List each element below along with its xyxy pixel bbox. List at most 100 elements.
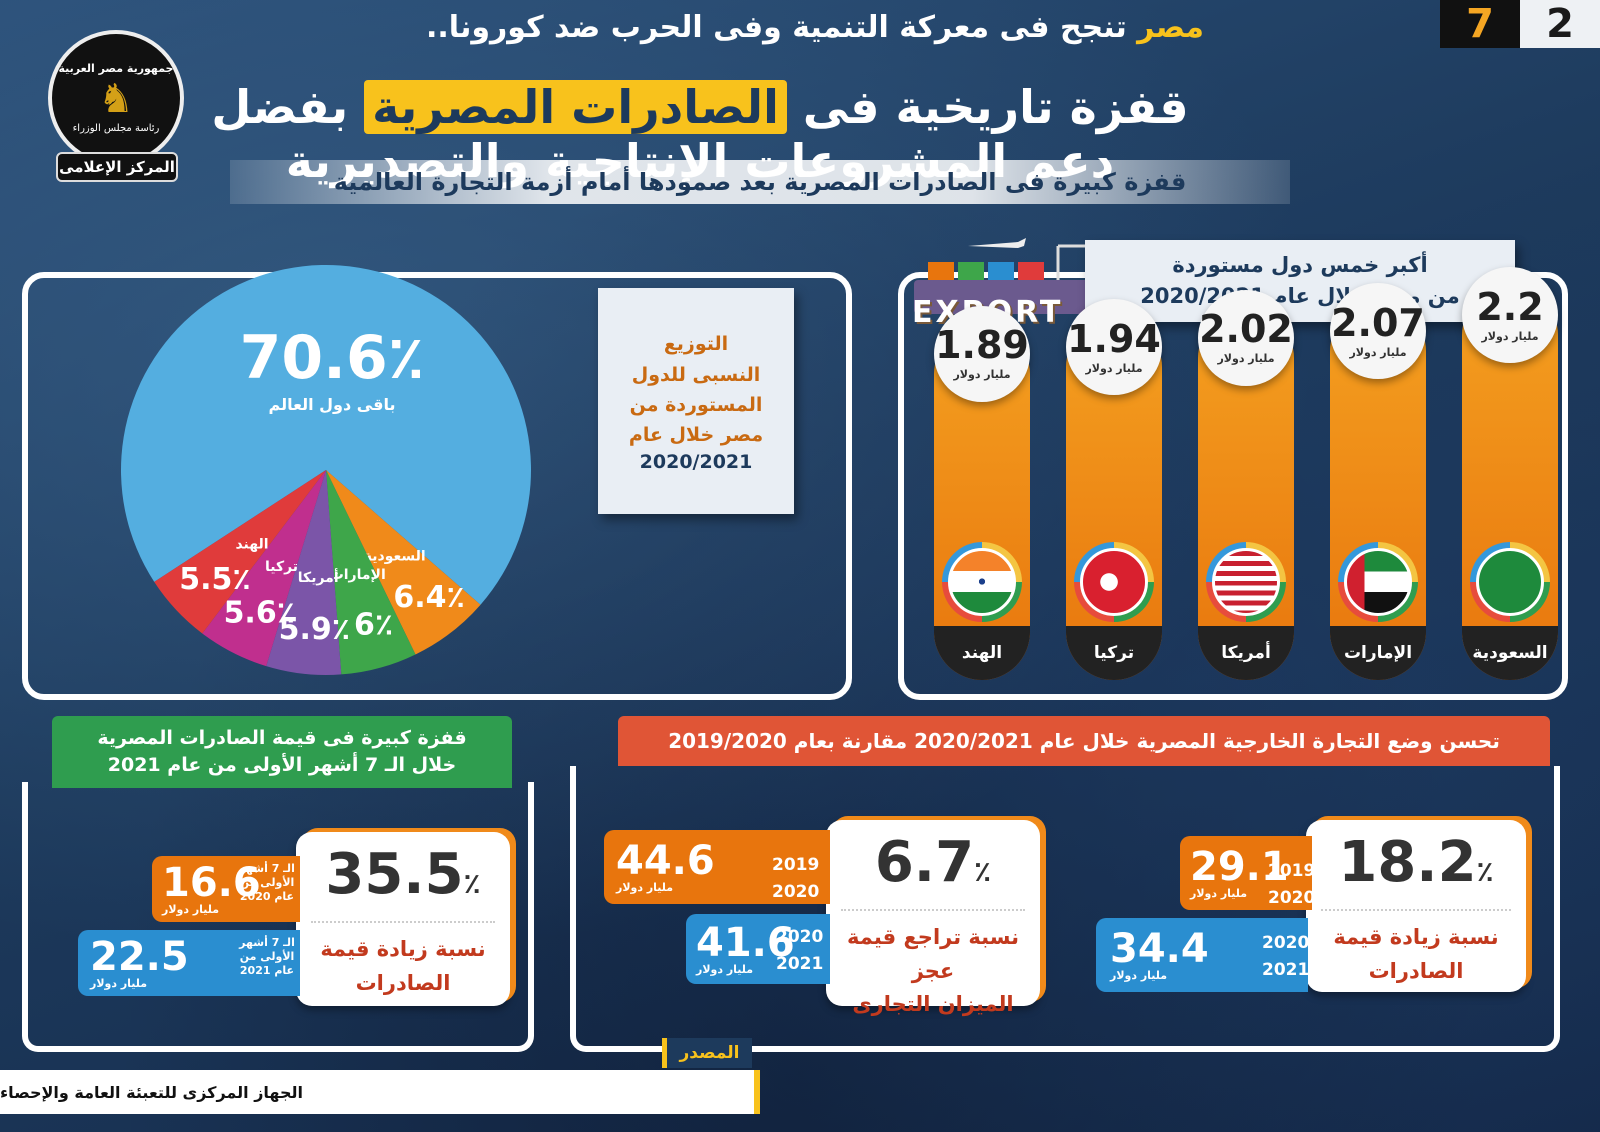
cabinet-logo: جمهورية مصر العربية ♞ رئاسة مجلس الوزراء	[48, 30, 184, 166]
year-label: 2021	[1262, 960, 1310, 981]
deficit-prev-unit: مليار دولار	[616, 880, 674, 894]
exports-curr-box: 34.4 مليار دولار	[1096, 918, 1308, 992]
year-label: 2020	[772, 882, 820, 903]
bar-chart-title: أكبر خمس دول مستوردة من مصر خلال عام 202…	[1085, 240, 1515, 322]
seven-curr-value: 22.5	[90, 933, 189, 980]
source-tag: المصدر	[662, 1038, 752, 1068]
exports-increase-card: 18.2٪ نسبة زيادة قيمة الصادرات	[1306, 820, 1526, 992]
deficit-curr-box: 41.6 مليار دولار	[686, 914, 830, 984]
seven-months-ribbon: قفزة كبيرة فى قيمة الصادرات المصرية خلال…	[52, 716, 512, 788]
seven-months-card: 35.5٪ نسبة زيادة قيمة الصادرات	[296, 832, 510, 1006]
bar-value-bubble: 1.89 مليار دولار	[934, 305, 1030, 402]
period-label: الـ 7 أشهر	[239, 862, 295, 875]
seven-months-panel	[22, 782, 534, 1052]
year-label: 2020	[1262, 933, 1310, 953]
bar-value-label: 2.2	[1476, 284, 1544, 329]
trade-ribbon: تحسن وضع التجارة الخارجية المصرية خلال ع…	[618, 716, 1550, 766]
trade-panel	[570, 766, 1560, 1052]
pie-title-note: التوزيع النسبى للدول المستوردة من مصر خل…	[598, 288, 794, 514]
exports-prev-years: 2019 2020	[1268, 858, 1315, 912]
deficit-label-line1: نسبة تراجع قيمة عجز	[847, 925, 1019, 983]
exports-curr-unit: مليار دولار	[1110, 968, 1168, 982]
flag-icon	[1206, 542, 1286, 622]
pie-slice	[326, 470, 416, 675]
percent-sign: ٪	[1476, 855, 1494, 888]
container-shape	[958, 262, 984, 280]
deficit-decrease-pct: 6.7٪	[875, 830, 991, 895]
flag-icon	[1074, 542, 1154, 622]
pie-value-label: 70.6٪	[240, 323, 425, 393]
bar-unit-label: مليار دولار	[1085, 361, 1143, 375]
export-illustration	[914, 238, 1094, 314]
seven-prev-unit: مليار دولار	[162, 902, 220, 916]
pie-slice	[120, 264, 531, 605]
pie-chart: 70.6٪ باقى دول العالم 6.4٪ السعودية 6٪ الإمار…	[120, 264, 531, 675]
pie-slice	[202, 470, 326, 667]
bar-category-label: السعودية	[1462, 625, 1558, 680]
pie-category-label: باقى دول العالم	[269, 395, 396, 414]
exports-label-line2: الصادرات	[1368, 958, 1464, 983]
exports-increase-value: 18.2	[1338, 830, 1477, 895]
pie-value-label: 6٪	[354, 607, 393, 642]
deficit-prev-box: 44.6 مليار دولار	[604, 830, 830, 904]
deficit-decrease-value: 6.7	[874, 830, 975, 895]
pie-value-label: 5.9٪	[279, 612, 350, 647]
bar-unit-label: مليار دولار	[1217, 352, 1275, 366]
flag-icon	[1470, 542, 1550, 622]
percent-sign: ٪	[974, 855, 992, 888]
pie-category-label: الإمارات	[330, 567, 386, 583]
deficit-curr-unit: مليار دولار	[696, 962, 754, 976]
bar-unit-label: مليار دولار	[1349, 345, 1407, 359]
exports-curr-years: 2020 2021	[1262, 930, 1309, 984]
subtitle: قفزة كبيرة فى الصادرات المصرية بعد صموده…	[333, 168, 1187, 196]
top-line-rest: تنجح فى معركة التنمية وفى الحرب ضد كورون…	[426, 10, 1127, 45]
bar-value-bubble: 2.2 مليار دولار	[1462, 267, 1558, 364]
deficit-prev-value: 44.6	[616, 837, 715, 884]
cargo-ship-shape	[914, 280, 1094, 314]
container-shape	[988, 262, 1014, 280]
deficit-label-line2: الميزان التجارى	[852, 992, 1014, 1017]
exports-increase-pct: 18.2٪	[1338, 830, 1493, 895]
pie-value-label: 5.6٪	[224, 595, 295, 630]
period-label: عام 2020	[239, 889, 295, 903]
top-line: مصر تنجح فى معركة التنمية وفى الحرب ضد ك…	[380, 10, 1250, 45]
bar-value-bubble: 1.94 مليار دولار	[1066, 299, 1162, 396]
seven-months-label: نسبة زيادة قيمة الصادرات	[310, 921, 496, 1000]
pie-note-line-2: النسبى للدول	[631, 363, 761, 386]
seven-curr-label: الـ 7 أشهر الأولى من عام 2021	[238, 936, 296, 977]
airplane-icon	[968, 238, 1026, 248]
container-shape	[1018, 262, 1044, 280]
container-shape	[928, 262, 954, 280]
year-label: 2020	[776, 927, 824, 947]
period-label: الأولى من	[239, 949, 295, 963]
bar-unit-label: مليار دولار	[1481, 329, 1539, 343]
bar-category-label: تركيا	[1066, 625, 1162, 680]
bar-value-label: 2.07	[1331, 300, 1425, 345]
period-label: عام 2021	[239, 963, 295, 977]
seven-prev-label: الـ 7 أشهر الأولى من عام 2020	[238, 862, 296, 903]
seven-prev-box: 16.6 مليار دولار	[152, 856, 300, 922]
logo-tag: المركز الإعلامى	[56, 152, 178, 182]
pie-category-label: الهند	[235, 537, 268, 553]
deficit-decrease-label: نسبة تراجع قيمة عجز الميزان التجارى	[840, 909, 1026, 1022]
deficit-decrease-card: 6.7٪ نسبة تراجع قيمة عجز الميزان التجارى	[826, 820, 1040, 1016]
pie-note-line-1: التوزيع	[663, 333, 729, 356]
pie-note-line-4: مصر خلال عام	[628, 424, 764, 447]
bar-value-bubble: 2.07 مليار دولار	[1330, 283, 1426, 380]
seven-months-ribbon-line2: خلال الـ 7 أشهر الأولى من عام 2021	[107, 754, 457, 776]
year-label: 2019	[1268, 861, 1316, 881]
deficit-curr-value: 41.6	[696, 919, 795, 966]
seven-months-label-line1: نسبة زيادة قيمة	[320, 937, 486, 961]
period-label: الأولى من	[239, 875, 295, 889]
bar-category-label: الهند	[934, 625, 1030, 680]
pie-category-label: تركيا	[265, 559, 298, 575]
deficit-curr-years: 2020 2021	[776, 924, 823, 978]
exports-curr-value: 34.4	[1110, 925, 1209, 972]
bar-value-label: 1.94	[1067, 316, 1161, 361]
exports-prev-box: 29.1 مليار دولار	[1180, 836, 1312, 910]
logo-line1: جمهورية مصر العربية	[58, 62, 174, 75]
seven-months-label-line2: الصادرات	[355, 970, 451, 995]
headline-highlight: الصادرات المصرية	[364, 80, 787, 134]
page-number-a: 2	[1520, 0, 1600, 48]
exports-label-line1: نسبة زيادة قيمة	[1333, 925, 1499, 949]
